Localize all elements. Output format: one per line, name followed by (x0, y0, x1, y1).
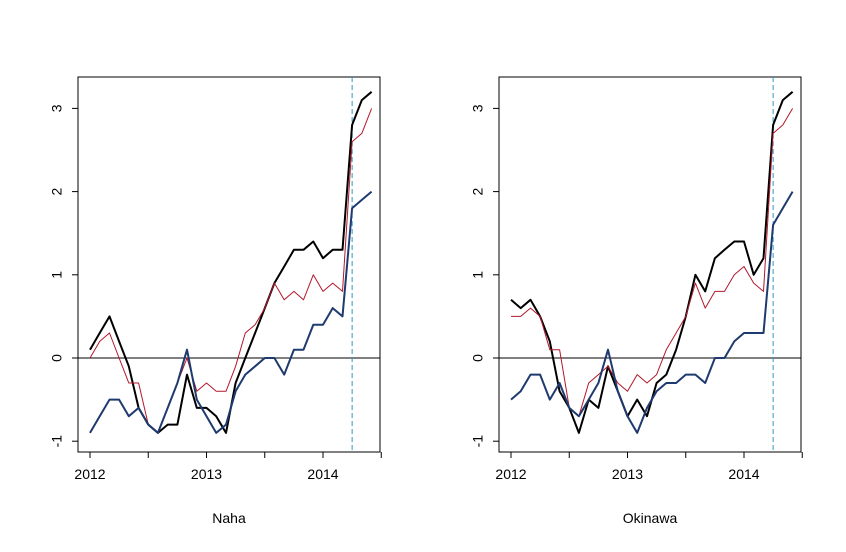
x-axis-title: Okinawa (623, 510, 678, 526)
x-axis-title: Naha (212, 510, 246, 526)
x-tick-label: 2013 (612, 466, 643, 482)
x-tick-label: 2012 (74, 466, 105, 482)
x-tick-label: 2014 (307, 466, 338, 482)
chart-panel-2: -1 0 1 2 3 2012 2013 2014 Okinawa (470, 76, 803, 526)
y-tick-label: 0 (49, 354, 65, 362)
plot-box (77, 76, 381, 453)
x-tick-label: 2012 (495, 466, 526, 482)
series-line-3 (510, 191, 794, 434)
y-tick-label: 1 (49, 271, 65, 279)
y-tick-label: -1 (470, 435, 486, 448)
x-tick-label: 2014 (728, 466, 759, 482)
y-tick-label: -1 (49, 435, 65, 448)
y-tick-label: 2 (49, 187, 65, 195)
chart-panel-1: -1 0 1 2 3 2012 2013 2014 Naha (49, 76, 382, 526)
y-tick-label: 3 (49, 104, 65, 112)
y-tick-label: 2 (470, 187, 486, 195)
y-tick-label: 3 (470, 104, 486, 112)
series-line-3 (89, 190, 373, 434)
x-tick-label: 2013 (191, 466, 222, 482)
y-tick-label: 1 (470, 271, 486, 279)
series-line-2 (511, 108, 794, 417)
series-line-2 (89, 108, 373, 434)
y-tick-label: 0 (470, 354, 486, 362)
plot-box (498, 76, 802, 453)
